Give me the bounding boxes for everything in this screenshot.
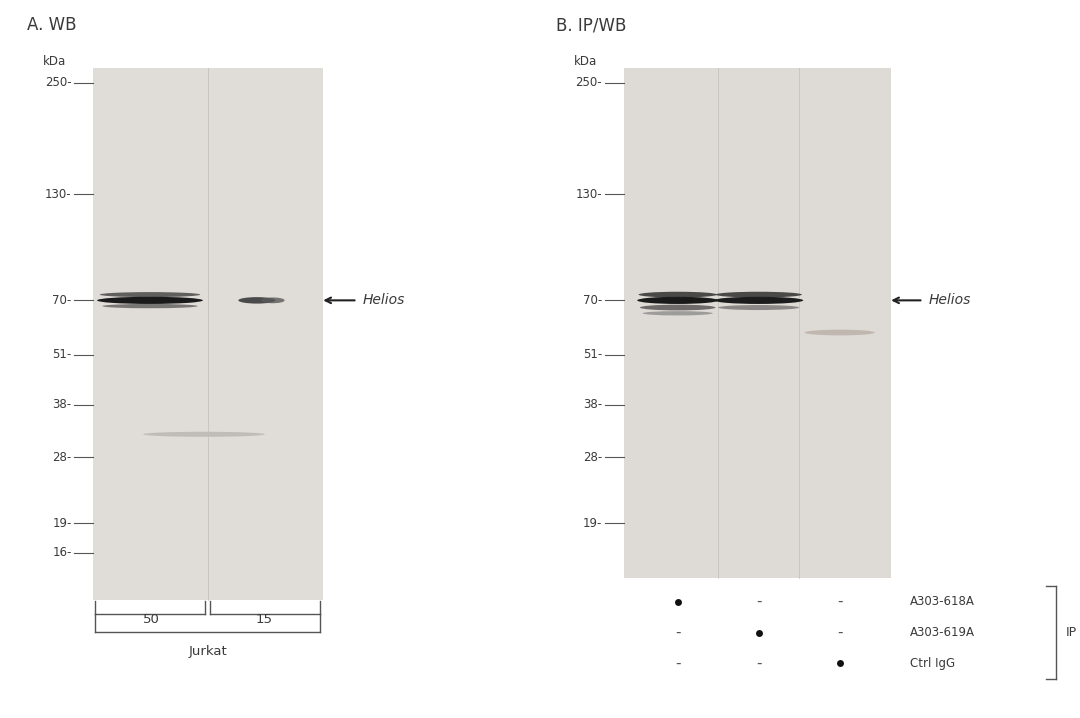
Text: IP: IP (1066, 626, 1077, 639)
Text: B. IP/WB: B. IP/WB (556, 16, 626, 34)
Text: 19-: 19- (52, 517, 71, 530)
Ellipse shape (718, 305, 799, 310)
Text: 28-: 28- (53, 451, 71, 464)
Text: kDa: kDa (43, 55, 66, 67)
Text: -: - (756, 656, 761, 671)
Ellipse shape (715, 292, 802, 297)
Text: -: - (756, 595, 761, 609)
Text: 19-: 19- (583, 517, 603, 530)
Text: -: - (837, 625, 842, 640)
Text: Ctrl IgG: Ctrl IgG (909, 657, 955, 670)
Text: A. WB: A. WB (27, 16, 77, 34)
Ellipse shape (103, 304, 198, 308)
Ellipse shape (643, 311, 713, 315)
Text: 250-: 250- (576, 76, 603, 89)
Ellipse shape (97, 297, 203, 304)
Ellipse shape (637, 297, 718, 304)
Text: 15: 15 (256, 613, 272, 626)
Text: 28-: 28- (583, 451, 603, 464)
Text: Jurkat: Jurkat (189, 645, 227, 658)
Ellipse shape (239, 297, 275, 304)
Text: 38-: 38- (53, 398, 71, 411)
Bar (624, 68, 891, 578)
Ellipse shape (640, 304, 715, 310)
Text: 38-: 38- (583, 398, 603, 411)
Text: 50: 50 (144, 613, 160, 626)
Text: kDa: kDa (573, 55, 597, 67)
Text: -: - (675, 625, 680, 640)
Bar (93, 68, 323, 600)
Text: Helios: Helios (363, 294, 405, 307)
Text: Helios: Helios (929, 294, 971, 307)
Ellipse shape (99, 292, 200, 297)
Text: 51-: 51- (583, 348, 603, 361)
Ellipse shape (261, 297, 285, 303)
Text: 250-: 250- (45, 76, 71, 89)
Text: 70-: 70- (53, 294, 71, 307)
Ellipse shape (638, 292, 717, 297)
Text: 51-: 51- (53, 348, 71, 361)
Ellipse shape (714, 297, 804, 304)
Text: -: - (837, 595, 842, 609)
Text: A303-619A: A303-619A (909, 626, 975, 639)
Text: 70-: 70- (583, 294, 603, 307)
Ellipse shape (805, 330, 875, 335)
Ellipse shape (144, 432, 265, 437)
Text: 130-: 130- (576, 188, 603, 201)
Text: -: - (675, 656, 680, 671)
Text: A303-618A: A303-618A (909, 595, 975, 608)
Text: 16-: 16- (52, 546, 71, 559)
Text: 130-: 130- (45, 188, 71, 201)
